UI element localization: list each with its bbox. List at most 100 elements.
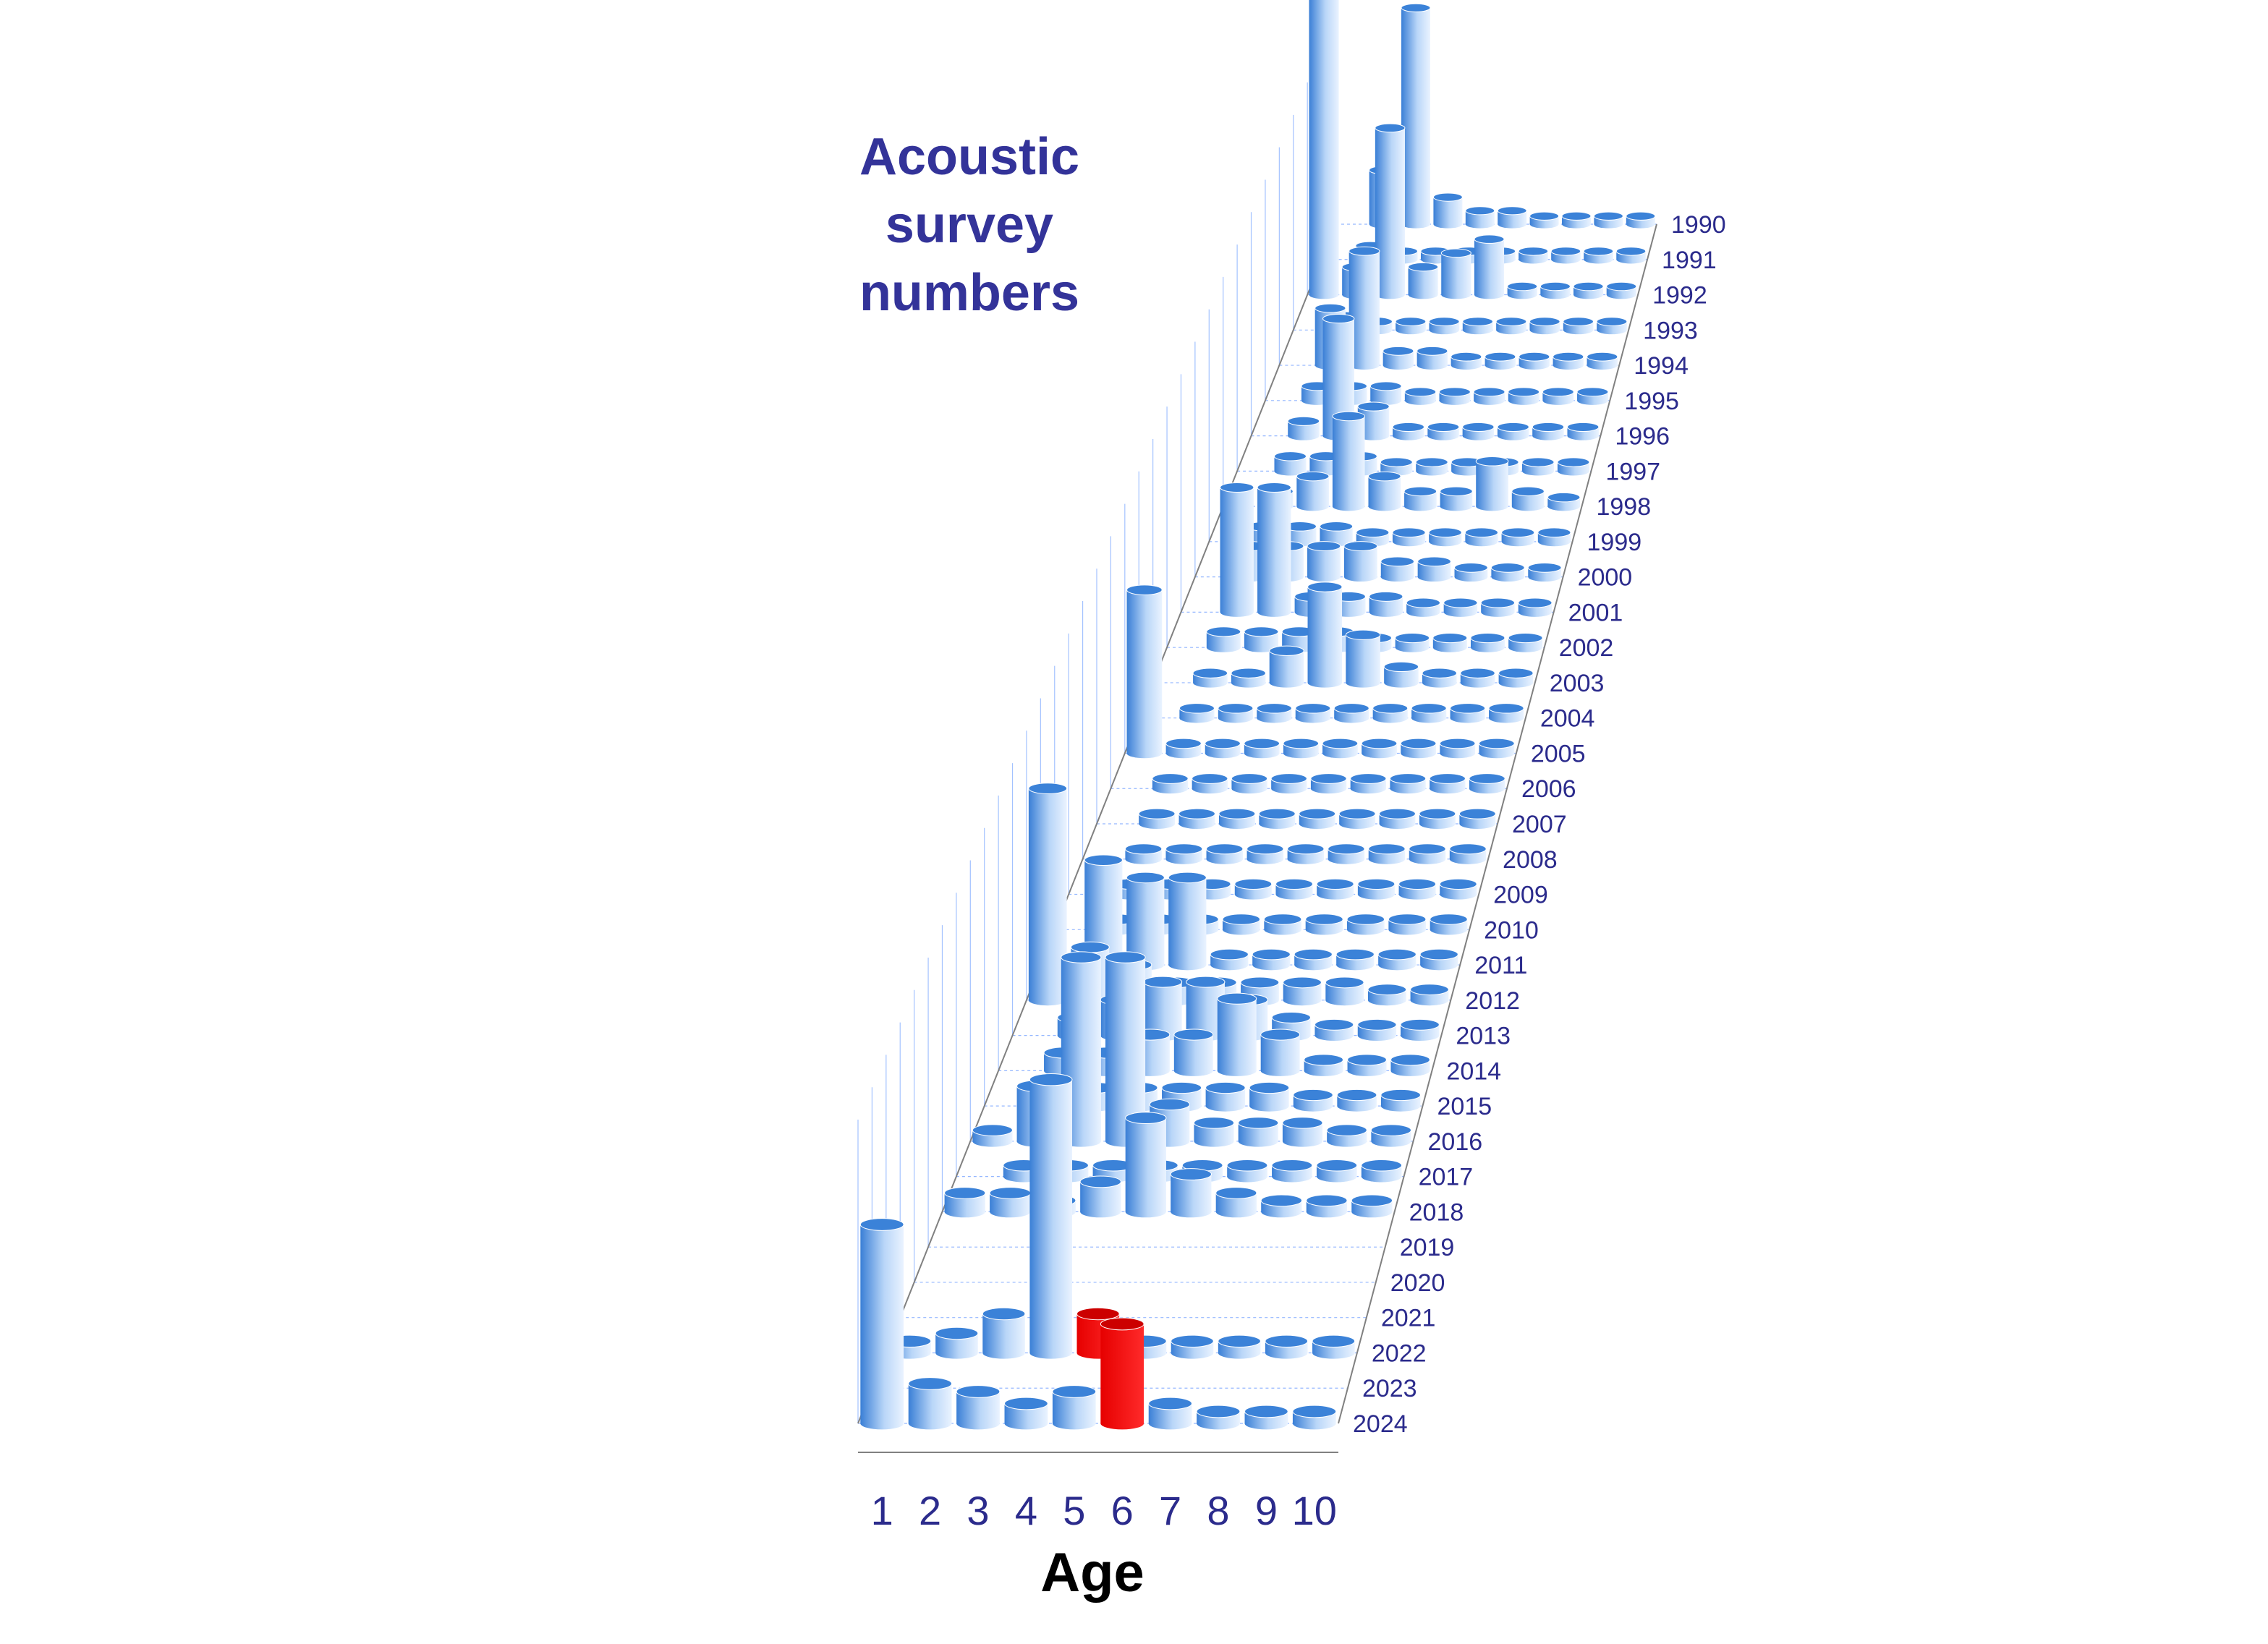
year-label-1998: 1998 — [1596, 493, 1651, 521]
bar-2011-age-5 — [1210, 948, 1249, 971]
bar-top — [1430, 913, 1468, 925]
bar-2022-age-2 — [935, 1326, 979, 1359]
bar-2007-age-7 — [1338, 808, 1376, 829]
bar-2013-age-9 — [1357, 1018, 1397, 1042]
bar-body — [1375, 127, 1405, 295]
bar-base — [1481, 607, 1515, 617]
bar-base — [1246, 853, 1284, 864]
bar-2009-age-9 — [1398, 878, 1437, 900]
bar-2024-age-8 — [1196, 1405, 1241, 1430]
bar-base — [1264, 924, 1301, 935]
bar-2009-age-5 — [1234, 878, 1273, 900]
bar-top — [1193, 1117, 1235, 1129]
bar-1992-age-6 — [1474, 234, 1505, 299]
bar-1995-age-8 — [1508, 387, 1540, 405]
bar-top — [1283, 976, 1322, 989]
bar-2002-age-2 — [1206, 626, 1241, 652]
bar-top — [1561, 211, 1592, 221]
bar-2007-age-6 — [1299, 808, 1336, 829]
year-label-2019: 2019 — [1400, 1234, 1455, 1261]
bar-base — [1288, 431, 1320, 440]
bar-top — [1542, 387, 1574, 397]
bar-body — [1307, 587, 1343, 683]
bar-top — [1105, 951, 1146, 963]
bar-base — [1396, 325, 1426, 335]
bar-base — [1292, 1417, 1336, 1430]
bar-base — [1168, 959, 1207, 971]
bar-top — [1403, 486, 1437, 497]
bar-2003-age-10 — [1498, 668, 1534, 688]
year-label-2000: 2000 — [1578, 564, 1633, 592]
bar-top — [1271, 1159, 1313, 1172]
bar-top — [1322, 738, 1359, 749]
bar-body — [908, 1384, 952, 1423]
bar-base — [1205, 748, 1241, 759]
bar-base — [1420, 959, 1458, 971]
bar-top — [1422, 668, 1458, 678]
bar-base — [1165, 853, 1202, 864]
bar-top — [1161, 1081, 1202, 1094]
bar-body — [1401, 7, 1430, 225]
bar-top — [1429, 773, 1466, 784]
bar-top — [1178, 808, 1215, 819]
bar-top — [1244, 738, 1280, 749]
bar-1994-age-6 — [1451, 352, 1482, 370]
bar-1994-age-8 — [1519, 352, 1550, 370]
bar-1990-age-4 — [1432, 192, 1463, 229]
bar-body — [1408, 267, 1438, 295]
bar-base — [1479, 748, 1515, 759]
bar-body — [1476, 461, 1508, 507]
bar-base — [1491, 572, 1525, 582]
bar-top — [1270, 773, 1307, 784]
bar-top — [1521, 457, 1555, 467]
bar-top — [1388, 913, 1427, 925]
bar-1992-age-10 — [1606, 281, 1637, 299]
chart-title-line-2: survey — [885, 196, 1054, 254]
bar-top — [1451, 352, 1482, 362]
bar-top — [1240, 976, 1280, 989]
bar-base — [1028, 995, 1067, 1006]
bar-top — [1314, 303, 1346, 313]
bar-2005-age-7 — [1361, 738, 1398, 759]
bar-top — [1316, 1159, 1358, 1172]
bar-1995-age-10 — [1576, 387, 1609, 405]
bar-1996-age-10 — [1566, 422, 1600, 440]
bar-top — [1171, 1334, 1214, 1347]
bar-top — [1222, 913, 1261, 925]
bar-1992-age-1 — [1309, 0, 1339, 299]
bar-1999-age-4 — [1319, 521, 1354, 547]
bar-2018-age-8 — [1260, 1194, 1302, 1218]
bar-base — [1542, 396, 1574, 405]
year-label-2016: 2016 — [1428, 1128, 1483, 1156]
bar-top — [1501, 527, 1535, 538]
bar-top — [1361, 738, 1398, 749]
bar-2003-age-6 — [1345, 629, 1381, 688]
bar-base — [1451, 467, 1484, 476]
bar-top — [1480, 597, 1516, 608]
bar-top — [1389, 773, 1427, 784]
bar-base — [1249, 1100, 1289, 1112]
bar-top — [989, 1187, 1031, 1199]
bar-top — [1152, 773, 1189, 784]
bar-top — [1379, 808, 1416, 819]
bar-1994-age-5 — [1417, 346, 1448, 370]
bar-top — [1395, 317, 1427, 326]
bar-base — [1332, 501, 1365, 511]
bar-top — [1361, 1159, 1402, 1172]
bar-top — [1392, 527, 1426, 538]
bar-2006-age-5 — [1270, 773, 1307, 794]
bar-1993-age-7 — [1495, 317, 1527, 335]
bar-base — [1244, 1417, 1288, 1430]
bar-top — [1550, 247, 1581, 256]
bar-2015-age-10 — [1380, 1089, 1421, 1112]
bar-top — [1547, 492, 1581, 503]
bar-2001-age-7 — [1406, 597, 1441, 617]
bar-top — [1485, 352, 1516, 362]
bar-2007-age-3 — [1178, 808, 1215, 829]
bar-top — [1246, 843, 1284, 855]
bar-top — [1419, 948, 1458, 961]
bar-base — [1343, 572, 1377, 582]
age-tick-1: 1 — [871, 1488, 893, 1533]
bar-2018-age-1 — [944, 1187, 986, 1218]
bar-base — [1362, 748, 1397, 759]
